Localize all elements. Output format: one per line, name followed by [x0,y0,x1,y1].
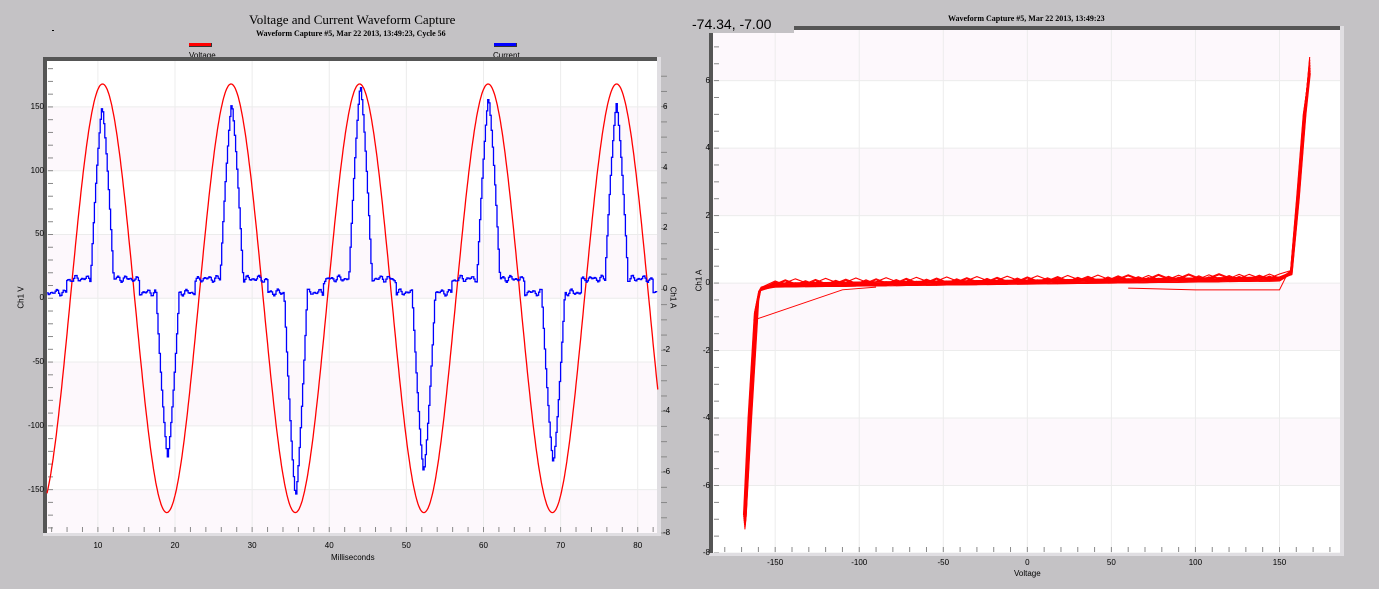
tick-label: 0 [1025,558,1030,567]
scatter-x-axis-title: Voltage [1014,569,1041,578]
tick-label: 50 [1106,558,1116,567]
tick-label: 40 [324,541,334,550]
cursor-coordinate-readout: -74.34, -7.00 [688,15,794,33]
tick-label: 4 [663,162,668,172]
scatter-subtitle: Waveform Capture #5, Mar 22 2013, 13:49:… [948,14,1105,23]
tick-label: -50 [32,357,44,367]
tick-label: -150 [767,558,784,567]
chart-subtitle: Waveform Capture #5, Mar 22 2013, 13:49:… [256,29,446,38]
marker-dot [52,30,54,31]
tick-label: 150 [1272,558,1287,567]
tick-label: 100 [30,165,44,175]
current-swatch-icon [494,43,517,47]
tick-label: 0 [705,278,710,288]
tick-label: 0 [663,284,668,294]
tick-label: -8 [663,528,671,537]
tick-label: 60 [479,541,488,550]
tick-label: 6 [663,101,668,111]
tick-label: 4 [705,143,710,153]
voltage-swatch-icon [189,43,212,47]
tick-label: -2 [702,345,710,355]
tick-label: 50 [35,229,44,239]
x-axis-title: Milliseconds [331,553,375,562]
tick-label: 2 [705,210,710,220]
tick-label: 2 [663,223,668,233]
tick-label: 50 [401,541,411,550]
tick-label: 150 [30,101,44,111]
legend-current-label: Current [493,51,520,60]
legend-voltage-label: Voltage [189,51,216,60]
tick-label: -50 [937,558,950,567]
tick-label: 6 [705,75,710,85]
tick-label: -4 [702,413,710,423]
tick-label: -2 [663,345,671,355]
tick-label: -8 [702,548,710,557]
tick-label: 30 [247,541,257,550]
tick-label: 20 [170,541,180,550]
tick-label: -6 [663,467,671,477]
tick-label: -150 [27,484,44,494]
chart-title: Voltage and Current Waveform Capture [249,12,456,27]
tick-label: -4 [663,406,671,416]
scatter-y-axis-title: Ch1 A [694,269,704,292]
tick-label: 10 [93,541,103,550]
tick-label: 0 [39,293,44,303]
tick-label: 70 [556,541,566,550]
tick-label: 80 [633,541,643,550]
tick-label: -100 [851,558,868,567]
tick-label: 100 [1188,558,1203,567]
tick-label: -100 [27,420,44,430]
tick-label: -6 [702,480,710,490]
